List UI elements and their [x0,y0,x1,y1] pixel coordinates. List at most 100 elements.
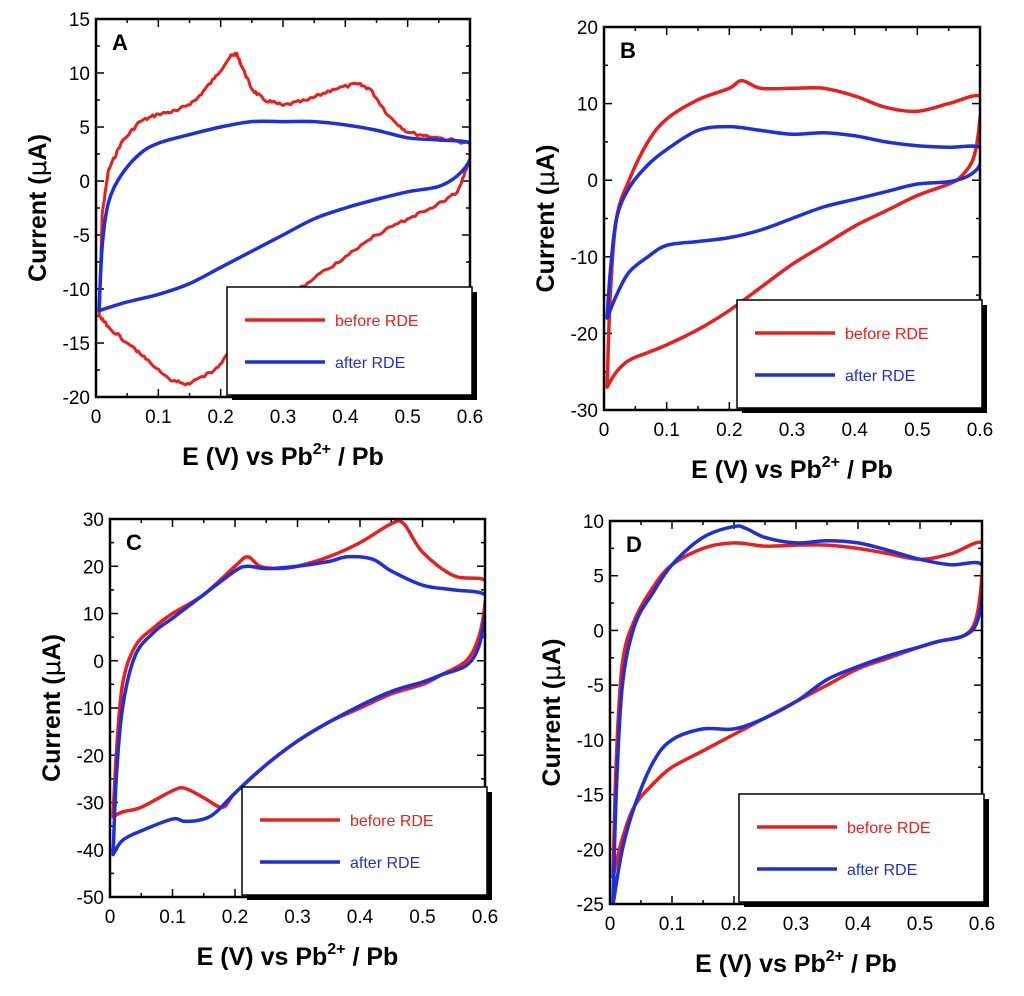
y-axis-label-pre: Current ( [538,680,566,786]
y-tick-label: 20 [83,557,104,578]
x-tick-label: 0.6 [457,407,483,428]
panel-label: A [112,30,128,55]
y-tick-label: 20 [577,18,598,39]
legend-label: after RDE [335,355,405,372]
x-tick-label: 0 [599,420,610,441]
x-tick-label: 0.4 [332,407,359,428]
panel-a: 0 0.1 0.2 0.3 0.4 0.5 0.6 15 10 5 0 -5 -10 -15 -20 Abef… [23,10,483,471]
panel-label: D [626,532,642,557]
x-tick-label: 0.1 [653,420,679,441]
series-group [605,78,980,389]
y-tick-label: -15 [63,334,90,355]
legend: before RDE after RDE [738,793,989,907]
legend-label: before RDE [847,820,931,837]
legend: before RDE after RDE [736,299,987,413]
legend-label: before RDE [335,313,419,330]
y-tick-label: -50 [77,888,104,909]
y-tick-label: 5 [79,118,90,139]
legend-box [738,793,985,903]
y-axis-label-mu: μ [537,665,566,681]
y-tick-label: 10 [69,64,90,85]
y-tick-label: -30 [77,794,104,815]
x-axis-label-superscript: 2+ [822,454,840,471]
panel-label: B [620,38,636,63]
y-tick-label: -20 [63,388,90,409]
x-tick-label: 0.5 [409,907,435,928]
panel-c: 0 0.1 0.2 0.3 0.4 0.5 0.6 30 20 10 0 -10 -20 -30 -40 -5… [37,510,498,971]
y-tick-label: -30 [571,401,598,422]
legend-label: after RDE [350,855,420,872]
y-tick-label: 0 [79,172,90,193]
x-tick-label: 0.4 [347,907,374,928]
x-axis-label-main: E (V) vs Pb [691,456,822,484]
x-tick-label: 0.2 [222,907,248,928]
x-tick-label: 0.6 [969,914,995,935]
x-axis-label-main: E (V) vs Pb [695,950,826,978]
y-tick-label: -25 [577,895,604,916]
y-tick-label: -10 [63,280,90,301]
x-axis-label-tail: / Pb [840,456,893,484]
y-tick-label: 0 [93,652,104,673]
x-tick-label: 0.3 [270,407,296,428]
y-tick-label: -10 [77,699,104,720]
y-tick-label: -20 [577,840,604,861]
y-axis-label-mu: μ [37,660,66,676]
y-axis-label: Current (μA) [531,145,560,293]
x-tick-label: 0.1 [145,407,171,428]
legend-label: after RDE [845,368,915,385]
x-tick-label: 0 [91,407,102,428]
y-axis-label-pre: Current ( [24,176,52,282]
x-tick-label: 0.5 [394,407,420,428]
y-axis-label-mu: μ [23,160,52,176]
series-group [97,51,470,387]
y-tick-label: 5 [593,567,604,588]
y-axis-label-pre: Current ( [38,676,66,782]
y-tick-label: -40 [77,841,104,862]
x-axis-label-superscript: 2+ [327,941,345,958]
y-tick-label: 0 [587,171,598,192]
x-axis-label-tail: / Pb [346,943,399,971]
x-axis-label-superscript: 2+ [826,948,844,965]
y-tick-label: -5 [587,676,604,697]
legend-label: before RDE [845,326,929,343]
legend-box [226,286,473,396]
y-axis-label: Current (μA) [23,134,52,282]
x-axis-label-superscript: 2+ [313,441,331,458]
y-tick-label: 30 [83,510,104,531]
y-axis-label-mu: μ [531,171,560,187]
y-tick-label: -20 [77,746,104,767]
x-tick-label: 0.2 [716,420,742,441]
legend-box [241,786,488,896]
y-axis-label-post: A) [538,639,566,665]
x-axis-label: E (V) vs Pb2+ / Pb [182,441,384,471]
series-after-rde [611,524,982,904]
x-axis-label: E (V) vs Pb2+ / Pb [691,454,893,484]
x-tick-label: 0.4 [841,420,868,441]
series-before-rde [605,78,980,389]
y-axis-label-pre: Current ( [532,186,560,292]
panel-label: C [126,530,142,555]
legend: before RDE after RDE [241,786,492,900]
x-axis-label: E (V) vs Pb2+ / Pb [197,941,399,971]
x-axis-label: E (V) vs Pb2+ / Pb [695,948,897,978]
y-tick-label: 10 [577,95,598,116]
series-after-rde [97,119,470,313]
y-axis-label-post: A) [38,634,66,660]
y-tick-label: -15 [577,786,604,807]
x-tick-label: 0.3 [284,907,310,928]
panel-d: 0 0.1 0.2 0.3 0.4 0.5 0.6 10 5 0 -5 -10 -15 -20 -25 Dbe… [537,512,995,978]
x-tick-label: 0.3 [779,420,805,441]
x-axis-label-tail: / Pb [844,950,897,978]
y-tick-label: 10 [583,512,604,533]
legend-label: before RDE [350,813,434,830]
y-tick-label: 0 [593,621,604,642]
series-group [611,524,982,904]
x-axis-label-main: E (V) vs Pb [197,943,328,971]
x-tick-label: 0.3 [783,914,809,935]
x-tick-label: 0.4 [845,914,872,935]
x-tick-label: 0.1 [659,914,685,935]
series-before-rde [97,51,470,387]
x-tick-label: 0 [105,907,116,928]
y-tick-label: -10 [571,248,598,269]
